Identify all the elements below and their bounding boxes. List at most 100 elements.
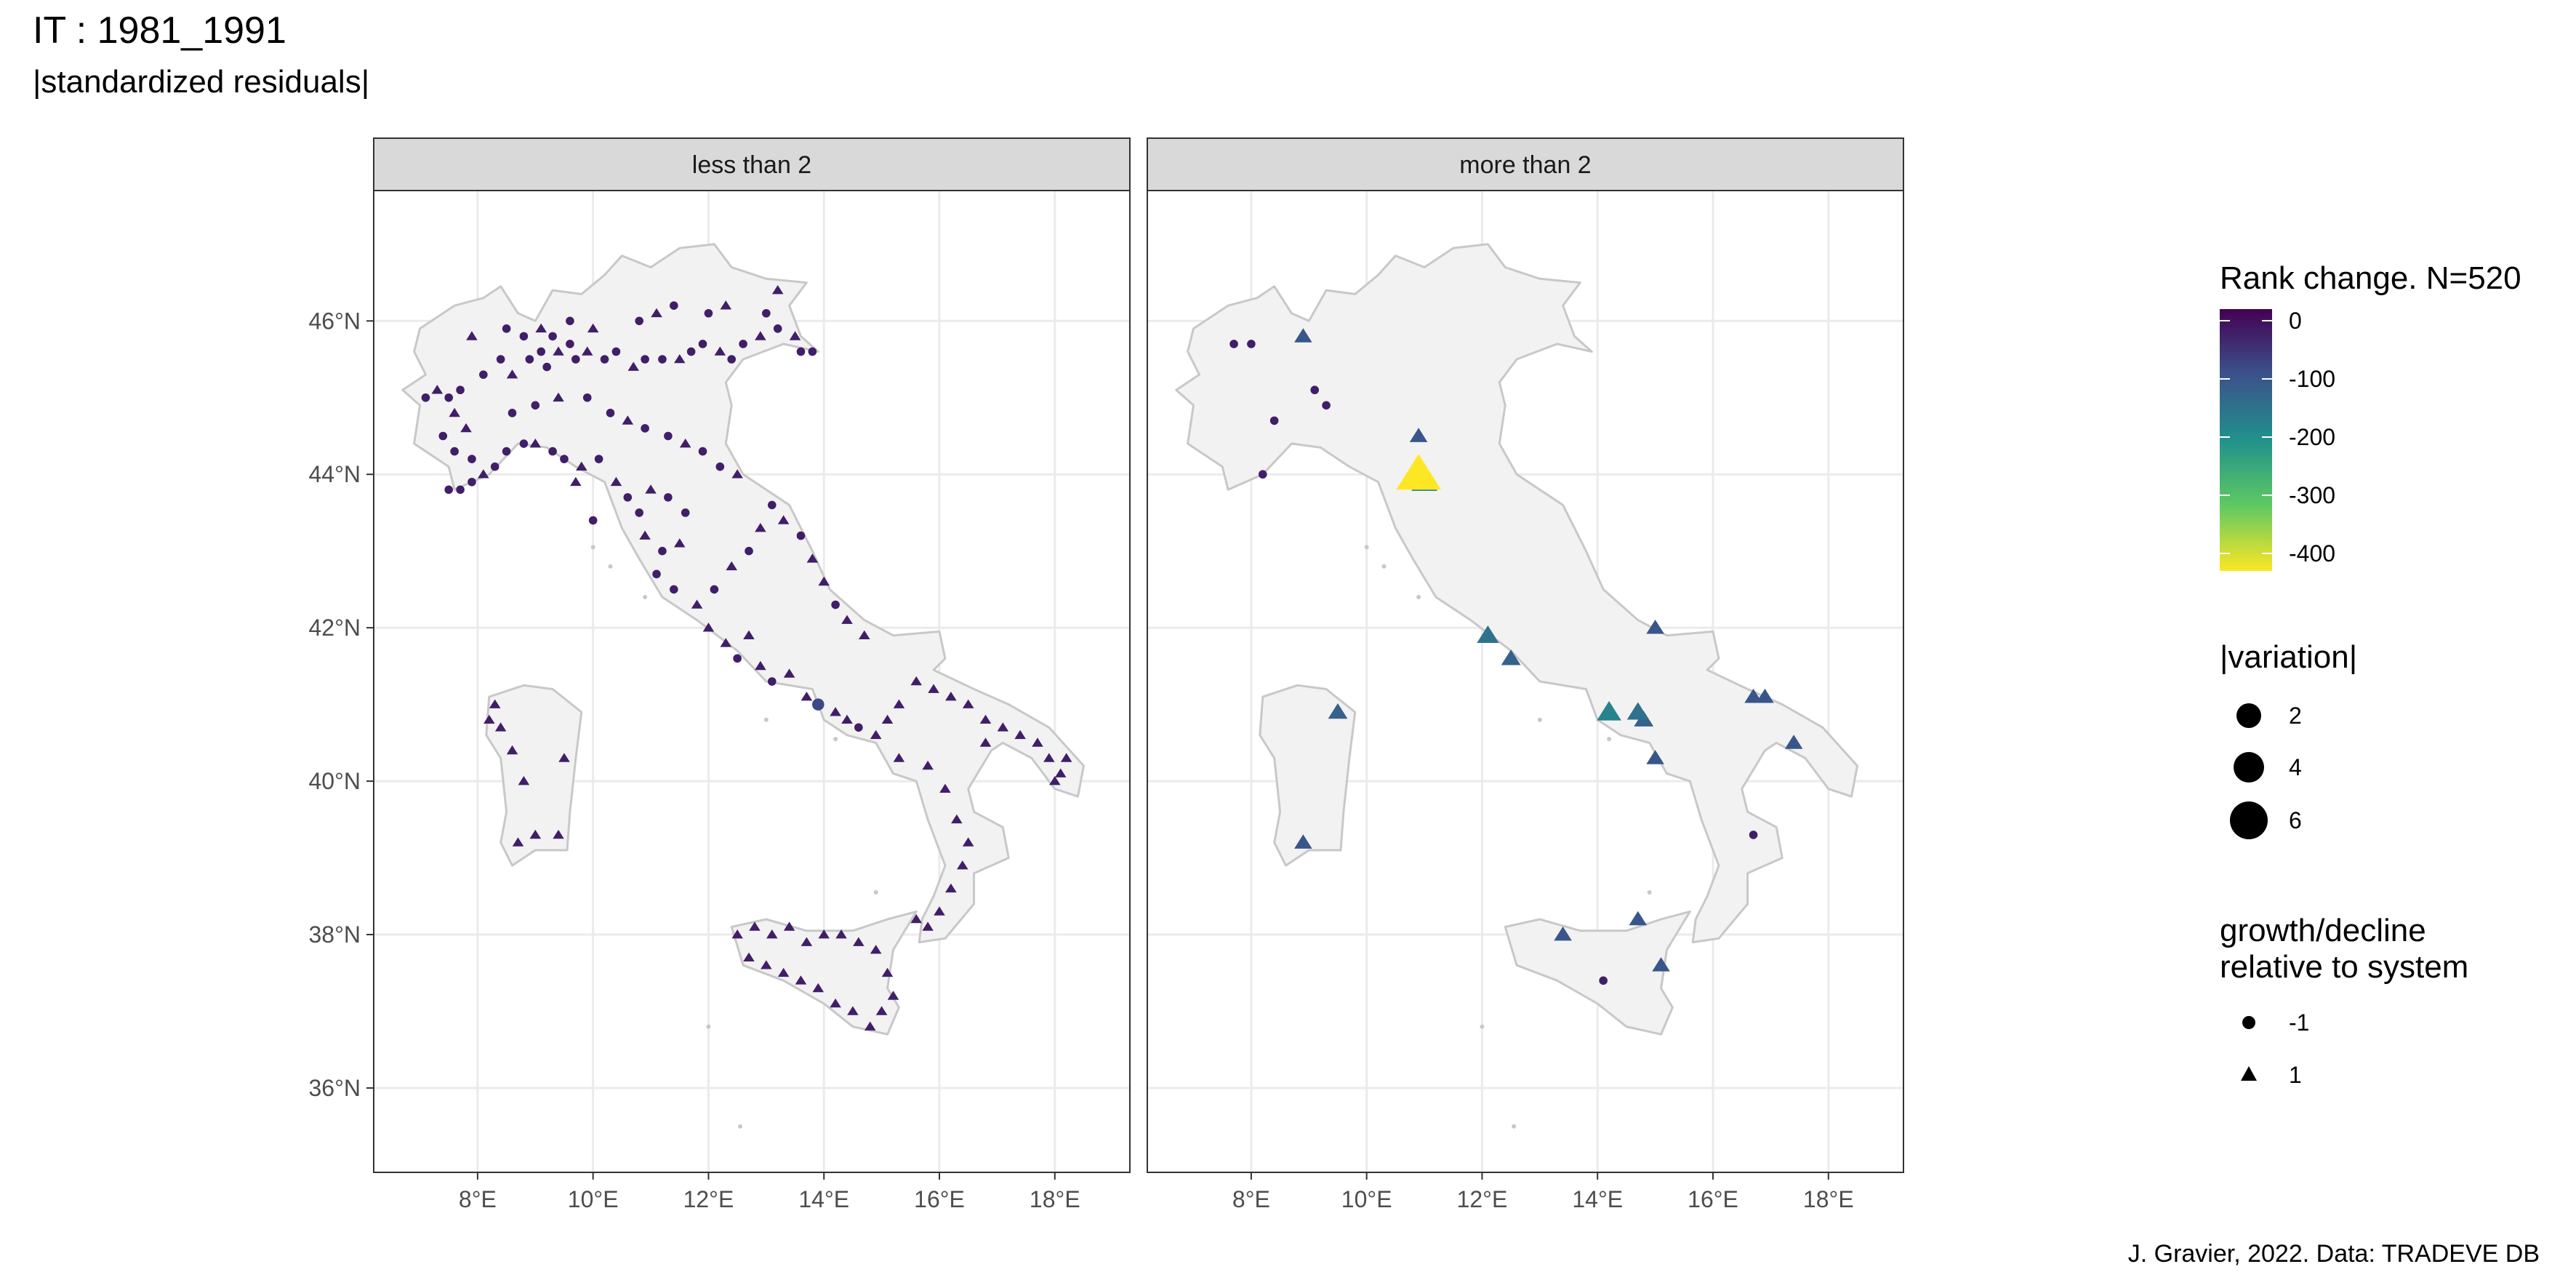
city-point-growth — [570, 476, 582, 487]
x-axis-2: 8°E 10°E 12°E 14°E 16°E 18°E — [1232, 1172, 1854, 1212]
legend-shape-triangle — [2241, 1066, 2257, 1081]
city-point-decline — [421, 393, 430, 402]
y-tick-label: 36°N — [309, 1075, 361, 1101]
city-point-decline — [635, 316, 643, 326]
city-point-decline — [571, 355, 580, 364]
city-point-decline — [623, 493, 633, 502]
city-point-growth — [870, 729, 882, 740]
city-point-decline — [548, 447, 557, 456]
city-point-growth — [1597, 700, 1621, 721]
city-point-growth — [460, 423, 472, 433]
city-point-growth — [801, 937, 813, 946]
city-point-decline — [698, 447, 707, 456]
city-point-decline — [767, 500, 777, 510]
y-tick-label: 40°N — [309, 768, 361, 794]
city-point-growth — [558, 753, 570, 762]
city-point-growth — [783, 668, 795, 678]
city-point-decline — [502, 447, 511, 456]
city-point-growth — [529, 829, 542, 839]
city-point-growth — [841, 714, 853, 724]
city-point-growth — [1652, 957, 1670, 972]
city-point-growth — [553, 829, 564, 839]
x-tick-label: 18°E — [1803, 1186, 1854, 1212]
city-point-growth — [720, 300, 732, 310]
city-point-growth — [934, 906, 945, 916]
city-point-decline — [468, 477, 476, 487]
city-point-decline — [456, 485, 465, 495]
city-point-growth — [720, 638, 732, 647]
city-point-growth — [755, 523, 766, 532]
city-point-growth — [910, 913, 922, 924]
panel-border-1 — [373, 190, 1131, 1173]
city-point-decline — [664, 431, 673, 441]
city-point-growth — [922, 760, 934, 770]
city-point-growth — [979, 714, 992, 724]
city-point-growth — [518, 776, 530, 785]
islet — [763, 717, 769, 722]
city-point-growth — [674, 538, 686, 548]
city-point-growth — [957, 860, 968, 870]
city-point-decline — [1599, 976, 1608, 985]
city-point-growth — [962, 699, 974, 708]
city-point-growth — [847, 1006, 859, 1015]
city-point-growth — [979, 737, 992, 747]
city-point-decline — [762, 308, 771, 318]
city-point-growth — [777, 515, 790, 524]
city-point-growth — [749, 921, 761, 931]
legend-shape-label-decline: -1 — [2289, 1009, 2309, 1036]
city-point-growth — [783, 921, 795, 931]
city-point-growth — [997, 722, 1009, 732]
italy-landmass-1 — [401, 243, 1085, 1129]
city-point-growth — [1626, 702, 1649, 720]
islet — [1512, 1124, 1517, 1129]
x-tick-label: 14°E — [1572, 1186, 1623, 1212]
city-point-decline — [560, 455, 569, 463]
city-point-decline — [733, 654, 742, 663]
islet — [643, 594, 648, 599]
city-point-decline — [1749, 831, 1758, 839]
city-point-decline — [773, 324, 782, 333]
city-point-growth — [922, 921, 934, 931]
legend-size-label-2: 2 — [2289, 703, 2302, 729]
islet — [1607, 737, 1612, 742]
city-point-growth — [893, 699, 905, 708]
city-point-decline — [548, 332, 557, 341]
city-point-growth — [576, 461, 587, 471]
city-point-growth — [1060, 753, 1072, 762]
city-point-growth — [1477, 625, 1499, 643]
x-tick-label: 12°E — [683, 1186, 734, 1212]
x-tick-label: 14°E — [798, 1186, 849, 1212]
city-point-decline — [444, 485, 454, 495]
islet — [706, 1024, 711, 1029]
city-point-decline — [710, 585, 719, 594]
city-point-growth — [789, 331, 801, 340]
city-point-growth — [818, 576, 830, 586]
city-point-decline — [525, 355, 534, 364]
city-point-growth — [553, 392, 564, 402]
city-point-growth — [1646, 620, 1664, 634]
city-point-decline — [739, 340, 747, 348]
city-point-growth — [1294, 834, 1312, 849]
city-point-decline — [681, 508, 690, 517]
city-point-growth — [679, 439, 691, 448]
city-point-decline — [796, 531, 806, 540]
facet-label-2: more than 2 — [1459, 151, 1591, 179]
city-point-growth — [651, 308, 662, 318]
legend-size-swatch-2 — [2236, 703, 2261, 728]
facet-strip-2 — [1147, 137, 1904, 191]
city-point-decline — [537, 347, 546, 356]
y-tick-label: 44°N — [309, 461, 361, 487]
city-point-decline — [1269, 416, 1279, 425]
y-tick-label: 46°N — [309, 308, 361, 334]
city-point-growth — [535, 323, 547, 333]
city-point-decline — [652, 569, 661, 579]
city-point-growth — [806, 553, 819, 563]
city-point-growth — [835, 929, 847, 939]
city-point-growth — [893, 753, 905, 762]
city-point-decline — [542, 362, 551, 372]
city-point-growth — [506, 745, 518, 755]
city-point-decline — [767, 677, 777, 686]
city-point-growth — [639, 530, 651, 540]
city-point-decline — [456, 385, 465, 395]
